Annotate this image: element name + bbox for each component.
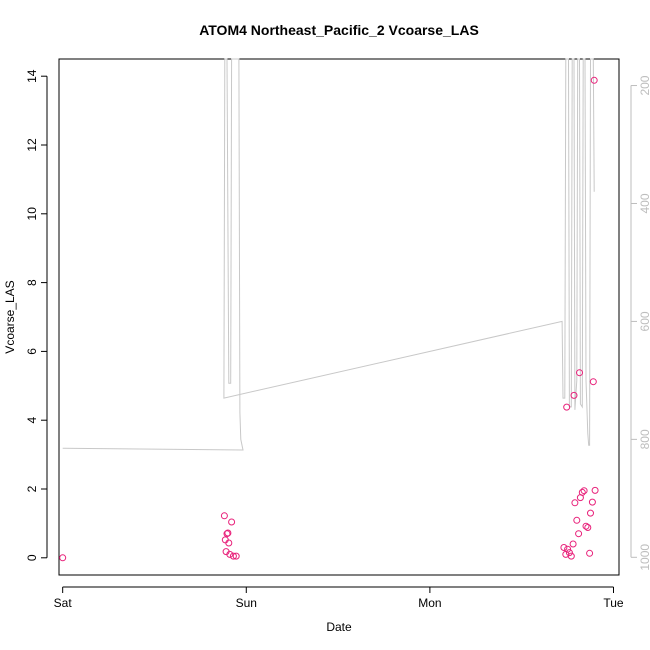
data-point: [589, 378, 597, 386]
data-point: [571, 499, 579, 507]
data-point: [223, 530, 231, 538]
data-point: [563, 403, 571, 411]
y2-tick-label: 1000: [638, 544, 650, 571]
y2-tick-label: 600: [638, 311, 650, 331]
y-axis-label: Vcoarse_LAS: [3, 280, 17, 353]
data-point: [575, 530, 583, 538]
data-point: [229, 552, 237, 560]
x-axis-label: Date: [326, 620, 352, 634]
axes-layer: Sat Sun Mon Tue 0 2 4 6 8 10 12 14 200 400 600 800 1000: [25, 69, 650, 610]
data-point: [220, 512, 228, 520]
y-tick-label: 12: [25, 138, 39, 152]
data-point: [59, 554, 67, 562]
data-point: [232, 552, 240, 560]
y2-tick-label: 400: [638, 193, 650, 213]
x-tick-label: Sun: [236, 596, 257, 610]
y2-tick-label: 200: [638, 75, 650, 95]
data-point: [225, 539, 233, 547]
data-point: [569, 540, 577, 548]
y-tick-label: 2: [25, 485, 39, 492]
data-point: [567, 552, 575, 560]
plot-frame: [58, 58, 620, 576]
data-point: [560, 544, 568, 551]
x-tick-label: Sat: [54, 596, 73, 610]
series-line: [62, 58, 595, 451]
series-layer: [59, 58, 599, 562]
y-tick-label: 8: [25, 279, 39, 286]
data-point: [228, 518, 236, 526]
data-point: [576, 369, 583, 377]
x-tick-label: Tue: [603, 596, 624, 610]
data-point: [565, 549, 573, 557]
y2-tick-label: 800: [638, 429, 650, 449]
y-tick-label: 4: [25, 417, 39, 424]
data-point: [591, 486, 599, 494]
data-point: [587, 509, 594, 517]
data-point: [590, 76, 598, 84]
data-point: [570, 391, 578, 399]
y-tick-label: 14: [25, 69, 39, 83]
data-point: [564, 545, 572, 553]
data-point: [582, 522, 590, 530]
data-point: [588, 498, 596, 506]
data-point: [226, 550, 234, 558]
data-point: [586, 549, 594, 557]
data-point: [224, 529, 232, 537]
data-point: [573, 516, 581, 524]
data-point: [584, 524, 592, 531]
y-tick-label: 0: [25, 554, 39, 561]
y-tick-label: 10: [25, 207, 39, 221]
chart-title: ATOM4 Northeast_Pacific_2 Vcoarse_LAS: [199, 22, 479, 38]
x-tick-label: Mon: [418, 596, 441, 610]
data-point: [578, 488, 586, 496]
data-point: [580, 487, 588, 495]
y-tick-label: 6: [25, 348, 39, 355]
